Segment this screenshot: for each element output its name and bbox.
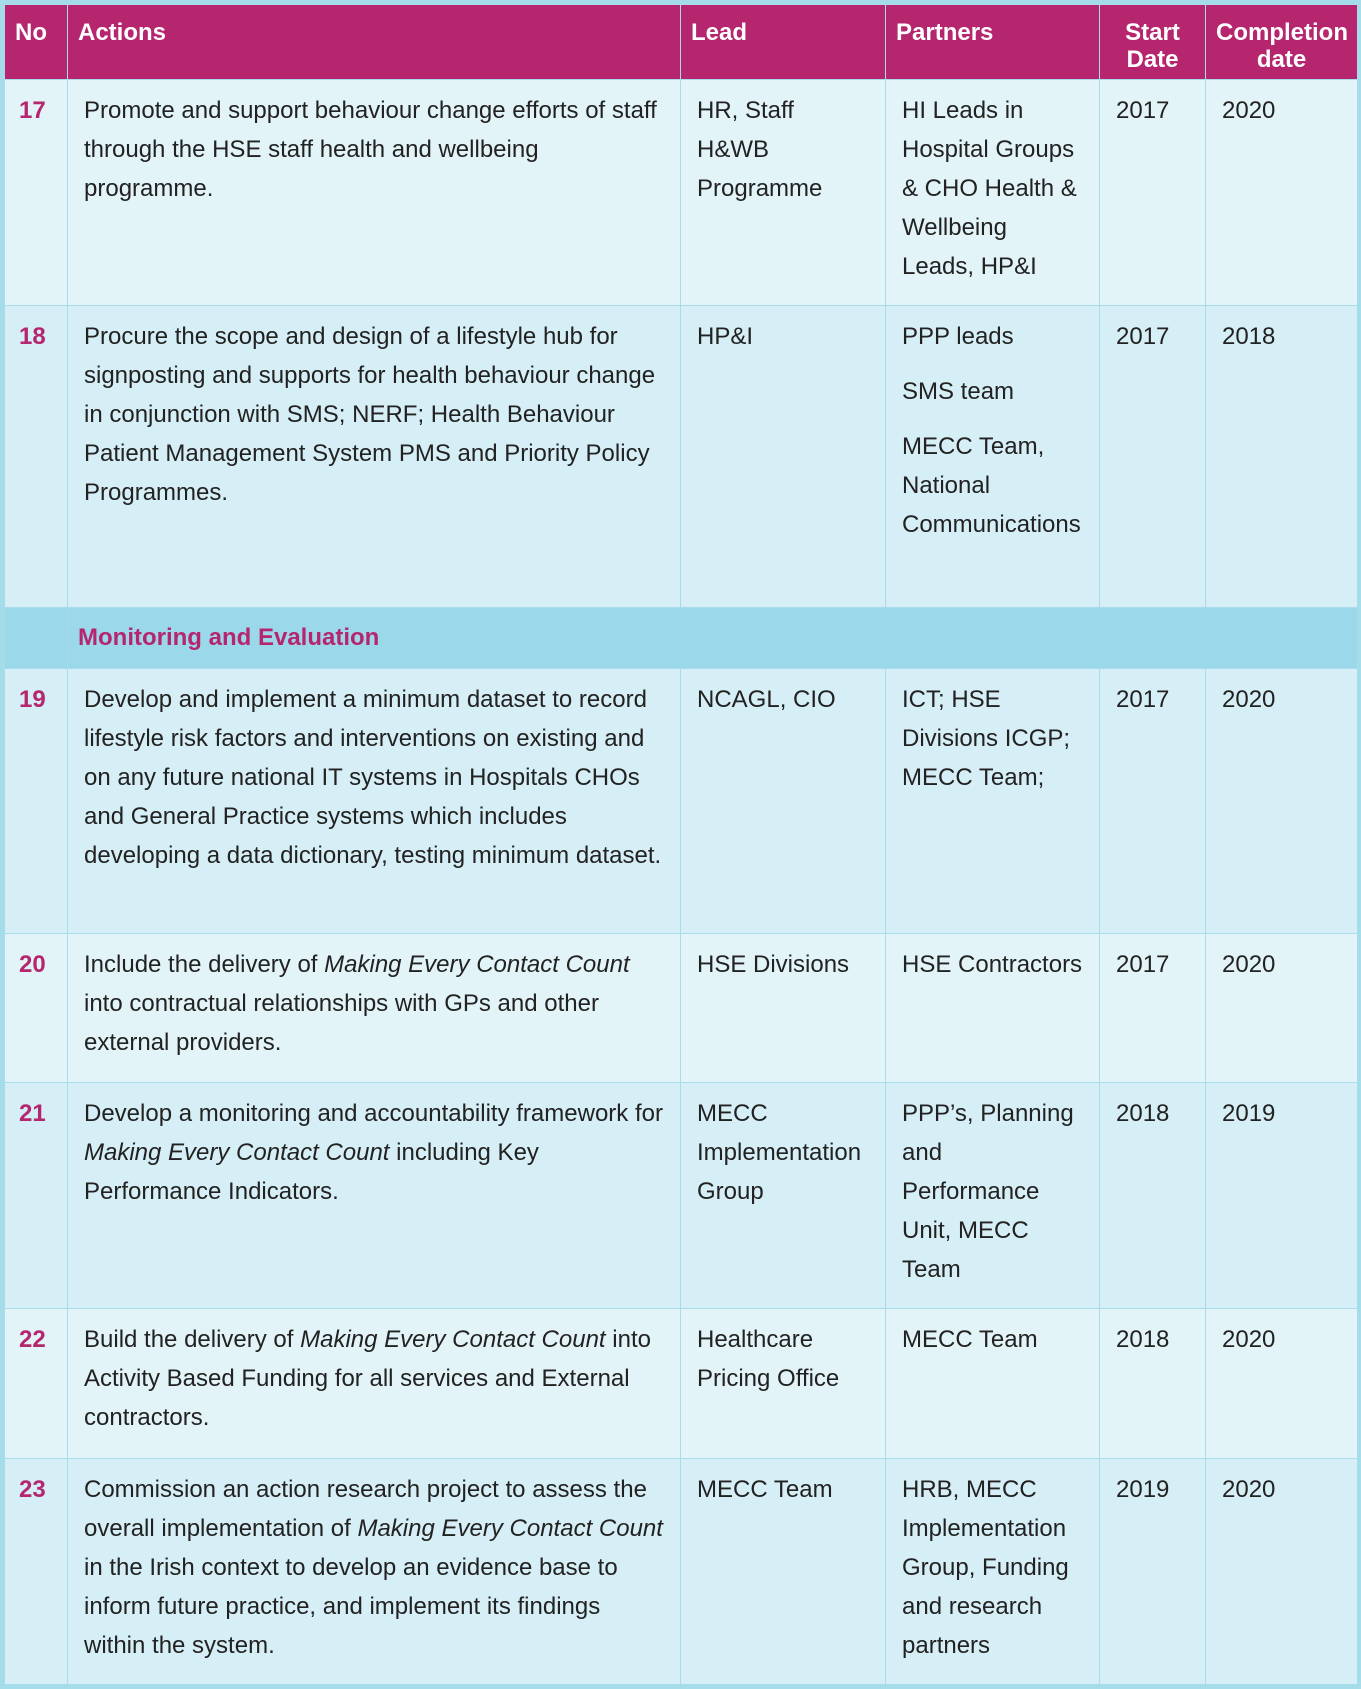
table-row: 22 Build the delivery of Making Every Con… <box>4 1308 1358 1459</box>
partners-cell: ICT; HSE Divisions ICGP; MECC Team; <box>885 667 1100 935</box>
action-cell: Procure the scope and design of a lifest… <box>67 305 681 608</box>
section-spacer <box>4 607 68 669</box>
partners-cell: MECC Team <box>885 1308 1100 1459</box>
action-text: Develop and implement a minimum dataset … <box>84 686 662 869</box>
action-text: Include the delivery of <box>84 951 325 979</box>
partners-cell: PPP’s, Planning and Performance Unit, ME… <box>885 1081 1100 1310</box>
lead-cell: MECC Implementation Group <box>680 1081 886 1310</box>
lead-cell: HP&I <box>680 305 886 608</box>
start-date: 2018 <box>1099 1081 1206 1310</box>
action-emphasis: Making Every Contact Count <box>300 1326 606 1354</box>
partner-entry: SMS team <box>902 378 1015 406</box>
action-text: Develop a monitoring and accountability … <box>84 1099 663 1127</box>
action-cell: Promote and support behaviour change eff… <box>67 78 681 307</box>
lead-cell: Healthcare Pricing Office <box>680 1308 886 1459</box>
header-completion-date: Completion date <box>1205 4 1358 80</box>
start-date: 2019 <box>1099 1457 1206 1686</box>
action-emphasis: Making Every Contact Count <box>84 1138 390 1166</box>
action-text: into contractual relationships with GPs … <box>84 990 599 1057</box>
row-number: 19 <box>4 667 68 935</box>
header-start-date: Start Date <box>1099 4 1206 80</box>
start-date: 2017 <box>1099 305 1206 608</box>
partners-cell: HI Leads in Hospital Groups & CHO Health… <box>885 78 1100 307</box>
partners-cell: PPP leads SMS team MECC Team, National Com… <box>885 305 1100 608</box>
partner-entry: HI Leads in Hospital Groups & CHO Health… <box>902 97 1077 280</box>
completion-date: 2020 <box>1205 1457 1358 1686</box>
partners-cell: HSE Contractors <box>885 933 1100 1083</box>
partner-entry: PPP leads <box>902 323 1014 351</box>
start-date: 2018 <box>1099 1308 1206 1459</box>
row-number: 20 <box>4 933 68 1083</box>
header-no: No <box>4 4 68 80</box>
header-lead: Lead <box>680 4 886 80</box>
table-row: 23 Commission an action research project … <box>4 1457 1358 1686</box>
lead-cell: HSE Divisions <box>680 933 886 1083</box>
action-cell: Commission an action research project to… <box>67 1457 681 1686</box>
row-number: 22 <box>4 1308 68 1459</box>
partner-entry: MECC Team, National Communications <box>902 433 1081 539</box>
row-number: 18 <box>4 305 68 608</box>
action-cell: Build the delivery of Making Every Conta… <box>67 1308 681 1459</box>
lead-cell: NCAGL, CIO <box>680 667 886 935</box>
lead-cell: HR, Staff H&WB Programme <box>680 78 886 307</box>
action-text: including Key Performance Indicators. <box>84 1138 539 1205</box>
start-date: 2017 <box>1099 667 1206 935</box>
section-row: Monitoring and Evaluation <box>4 607 1358 669</box>
rows-after: 19 Develop and implement a minimum datase… <box>4 667 1358 1686</box>
action-text: Promote and support behaviour change eff… <box>84 97 657 202</box>
partner-entry: ICT; HSE Divisions ICGP; MECC Team; <box>902 686 1071 791</box>
action-cell: Develop a monitoring and accountability … <box>67 1081 681 1310</box>
action-text: in the Irish context to develop an evide… <box>84 1553 618 1659</box>
row-number: 21 <box>4 1081 68 1310</box>
action-cell: Include the delivery of Making Every Con… <box>67 933 681 1083</box>
partners-cell: HRB, MECC Implementation Group, Funding … <box>885 1457 1100 1686</box>
action-text: Procure the scope and design of a lifest… <box>84 323 656 507</box>
completion-date: 2020 <box>1205 667 1358 935</box>
action-text: Commission an action research project to… <box>84 1475 647 1542</box>
row-number: 23 <box>4 1457 68 1686</box>
lead-cell: MECC Team <box>680 1457 886 1686</box>
header-partners: Partners <box>885 4 1100 80</box>
partner-entry: HRB, MECC Implementation Group, Funding … <box>902 1475 1069 1659</box>
table-row: 20 Include the delivery of Making Every C… <box>4 933 1358 1083</box>
partner-entry: HSE Contractors <box>902 951 1083 979</box>
action-plan-table: No Actions Lead Partners Start Date Comp… <box>4 4 1358 1686</box>
completion-date: 2018 <box>1205 305 1358 608</box>
action-text: into Activity Based Funding for all serv… <box>84 1326 651 1432</box>
action-emphasis: Making Every Contact Count <box>324 951 630 979</box>
start-date: 2017 <box>1099 78 1206 307</box>
action-cell: Develop and implement a minimum dataset … <box>67 667 681 935</box>
row-number: 17 <box>4 78 68 307</box>
completion-date: 2020 <box>1205 933 1358 1083</box>
partner-entry: MECC Team <box>902 1326 1038 1354</box>
rows-before: 17 Promote and support behaviour change e… <box>4 78 1358 608</box>
table-row: 21 Develop a monitoring and accountabilit… <box>4 1081 1358 1310</box>
table-row: 17 Promote and support behaviour change e… <box>4 78 1358 307</box>
completion-date: 2019 <box>1205 1081 1358 1310</box>
start-date: 2017 <box>1099 933 1206 1083</box>
header-row: No Actions Lead Partners Start Date Comp… <box>4 4 1358 80</box>
partner-entry: PPP’s, Planning and Performance Unit, ME… <box>902 1099 1074 1283</box>
section-title: Monitoring and Evaluation <box>67 607 1358 669</box>
action-emphasis: Making Every Contact Count <box>357 1514 663 1542</box>
header-actions: Actions <box>67 4 681 80</box>
completion-date: 2020 <box>1205 1308 1358 1459</box>
table-row: 19 Develop and implement a minimum datase… <box>4 667 1358 935</box>
completion-date: 2020 <box>1205 78 1358 307</box>
action-text: Build the delivery of <box>84 1326 301 1354</box>
table-row: 18 Procure the scope and design of a life… <box>4 305 1358 608</box>
